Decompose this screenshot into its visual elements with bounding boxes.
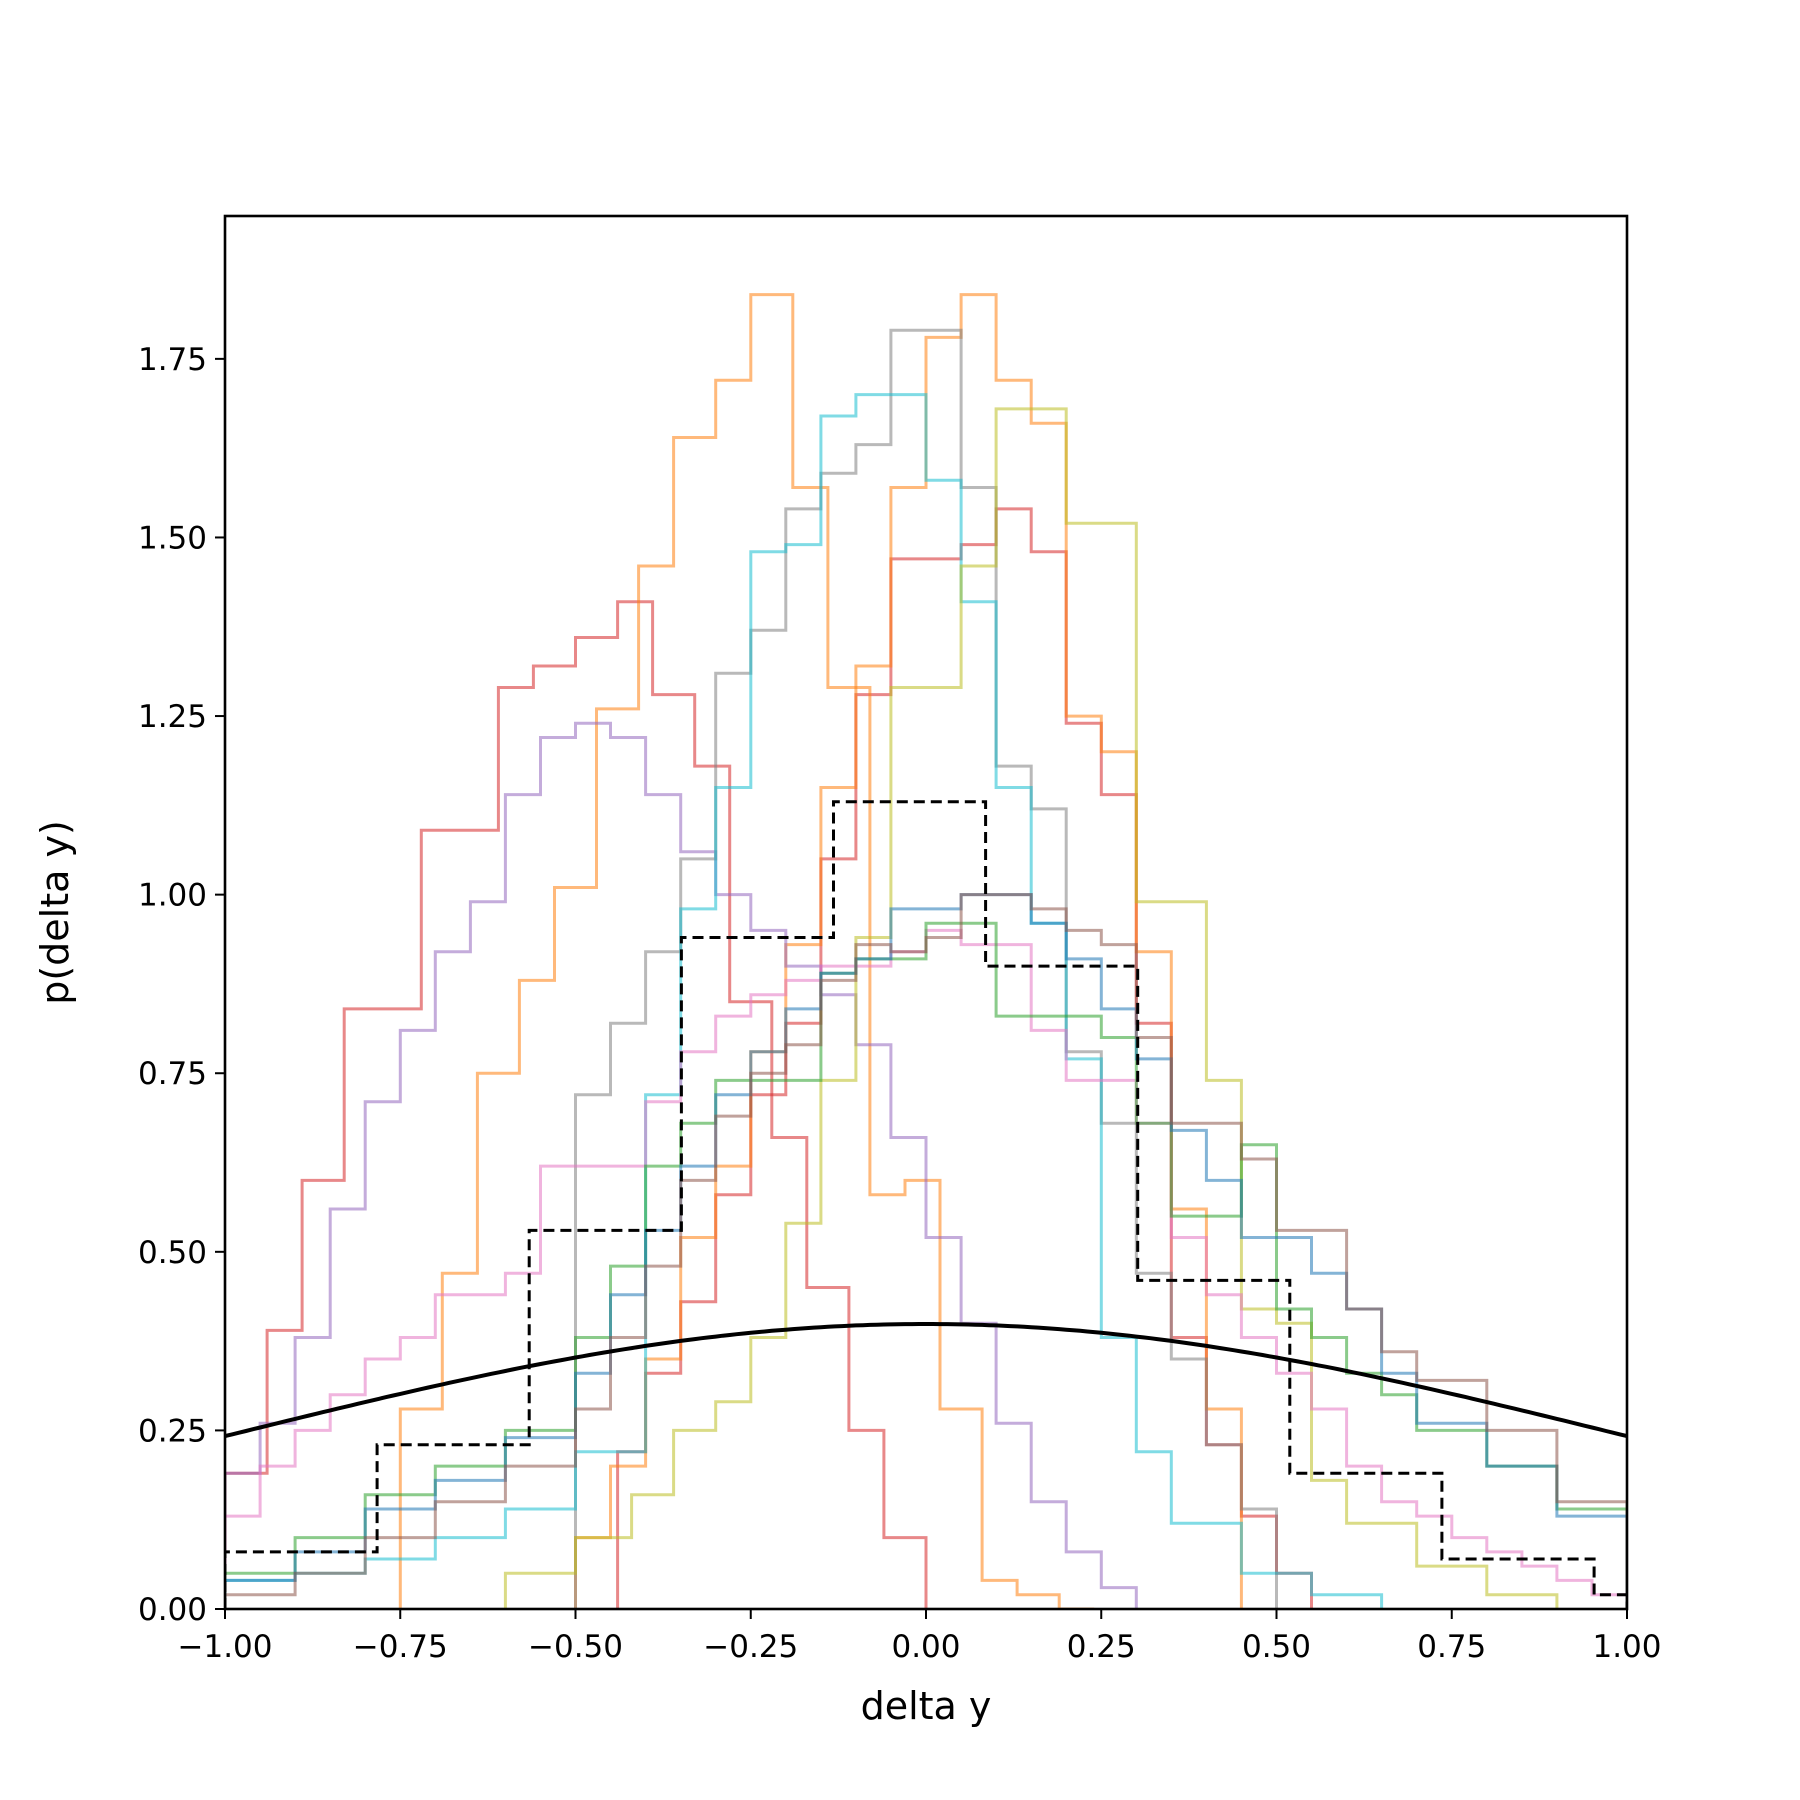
y-tick-label: 0.75 bbox=[138, 1056, 207, 1092]
histogram-series-6 bbox=[574, 328, 1278, 1609]
histogram-series-5 bbox=[225, 721, 1138, 1609]
y-tick-label: 0.25 bbox=[138, 1413, 207, 1449]
x-tick-label: 0.25 bbox=[1067, 1629, 1136, 1665]
y-tick-label: 0.50 bbox=[138, 1235, 207, 1271]
x-tick-label: 0.50 bbox=[1242, 1629, 1311, 1665]
y-tick-label: 0.00 bbox=[138, 1592, 207, 1628]
y-tick-label: 1.75 bbox=[138, 342, 207, 378]
x-tick-label: −1.00 bbox=[178, 1629, 273, 1665]
histogram-series-layer bbox=[225, 293, 1627, 1609]
density-curve-layer bbox=[225, 1322, 1627, 1439]
histogram-series-1 bbox=[225, 600, 928, 1609]
histogram-series-12 bbox=[225, 893, 1627, 1609]
y-tick-label: 1.50 bbox=[138, 520, 207, 556]
x-tick-label: −0.75 bbox=[353, 1629, 448, 1665]
x-axis-label: delta y bbox=[861, 1684, 992, 1728]
y-axis-ticks: 0.00 0.25 0.50 0.75 1.00 1.25 1.50 1.75 bbox=[138, 342, 225, 1628]
x-tick-label: 0.00 bbox=[891, 1629, 960, 1665]
histogram-series-8 bbox=[503, 407, 1559, 1609]
y-tick-label: 1.25 bbox=[138, 699, 207, 735]
histogram-series-3 bbox=[398, 293, 1095, 1609]
dashed-histogram-layer bbox=[225, 800, 1627, 1609]
histogram-series-9 bbox=[225, 928, 1627, 1609]
x-tick-label: 1.00 bbox=[1592, 1629, 1661, 1665]
x-tick-label: −0.50 bbox=[528, 1629, 623, 1665]
x-axis-ticks: −1.00 −0.75 −0.50 −0.25 0.00 0.25 0.50 0.75 1.00 bbox=[178, 1609, 1662, 1665]
dashed-histogram bbox=[225, 800, 1627, 1609]
x-tick-label: 0.75 bbox=[1417, 1629, 1486, 1665]
y-axis-label: p(delta y) bbox=[33, 820, 77, 1005]
histogram-series-7 bbox=[225, 393, 1384, 1609]
x-tick-label: −0.25 bbox=[703, 1629, 798, 1665]
normal-density-curve bbox=[225, 1322, 1627, 1439]
y-tick-label: 1.00 bbox=[138, 878, 207, 914]
